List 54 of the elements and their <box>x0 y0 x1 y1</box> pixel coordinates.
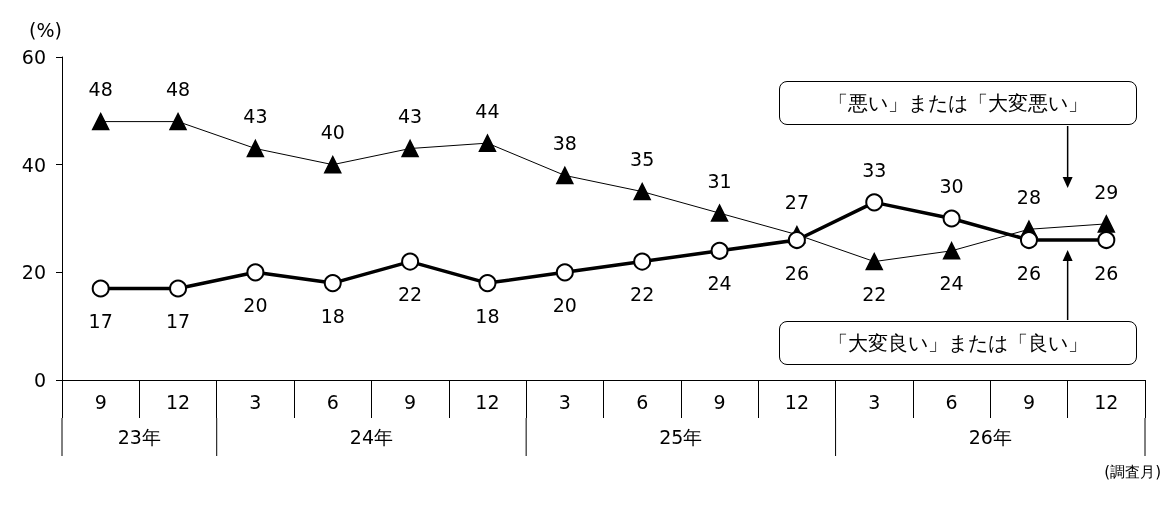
data-label: 48 <box>165 78 191 101</box>
data-label: 20 <box>243 293 268 316</box>
data-label: 40 <box>320 121 345 144</box>
data-label: 20 <box>552 293 577 316</box>
x-tick-label: 9 <box>94 390 107 413</box>
data-label: 24 <box>707 272 732 295</box>
data-label: 22 <box>862 282 887 305</box>
x-tick-label: 12 <box>784 390 809 413</box>
x-tick-label: 9 <box>404 390 417 413</box>
data-label: 44 <box>475 99 500 122</box>
y-tick-label: 60 <box>21 46 46 68</box>
y-tick-label: 0 <box>33 369 46 391</box>
callout-box: 「悪い」または「大変悪い」 <box>779 81 1137 125</box>
text: 23年 <box>117 426 161 448</box>
data-label: 48 <box>88 78 113 101</box>
data-label: 22 <box>630 283 655 306</box>
text: 24年 <box>349 426 394 448</box>
data-label: 17 <box>165 309 191 332</box>
x-tick-label: 3 <box>868 390 881 413</box>
y-tick-label: 40 <box>21 153 46 176</box>
data-label: 30 <box>939 175 964 197</box>
x-tick-label: 6 <box>945 390 958 413</box>
data-label: 18 <box>475 304 500 327</box>
data-label: 31 <box>707 169 732 192</box>
callout-box: 「大変良い」または「良い」 <box>779 321 1137 365</box>
x-tick-label: 3 <box>558 390 571 413</box>
data-label: 43 <box>243 105 268 128</box>
data-label: 26 <box>1094 261 1119 284</box>
data-label: 38 <box>552 132 577 155</box>
data-label: 28 <box>1016 186 1042 209</box>
data-label: 26 <box>784 261 809 284</box>
data-label: 35 <box>630 148 655 171</box>
x-tick-label: 6 <box>326 390 339 413</box>
x-tick-label: 9 <box>1022 390 1036 413</box>
y-tick-label: 20 <box>21 261 46 284</box>
x-tick-label: 12 <box>1094 390 1119 413</box>
y-axis-title: (%) <box>29 18 62 41</box>
x-tick-label: 12 <box>475 390 500 413</box>
x-tick-label: 12 <box>165 390 191 413</box>
x-tick-label: 9 <box>713 390 726 413</box>
data-label: 27 <box>784 191 809 214</box>
data-label: 26 <box>1016 261 1042 284</box>
data-label: 18 <box>320 304 345 327</box>
data-label: 33 <box>862 158 887 181</box>
x-axis-title: (調査月) <box>1104 462 1162 481</box>
text: 26年 <box>968 426 1012 448</box>
x-tick-label: 3 <box>249 390 262 413</box>
data-label: 17 <box>88 309 113 332</box>
data-label: 29 <box>1094 180 1119 203</box>
text: 25年 <box>659 426 703 448</box>
data-label: 24 <box>939 272 964 295</box>
data-label: 22 <box>398 283 423 306</box>
data-label: 43 <box>398 105 423 128</box>
x-tick-label: 6 <box>636 390 649 413</box>
